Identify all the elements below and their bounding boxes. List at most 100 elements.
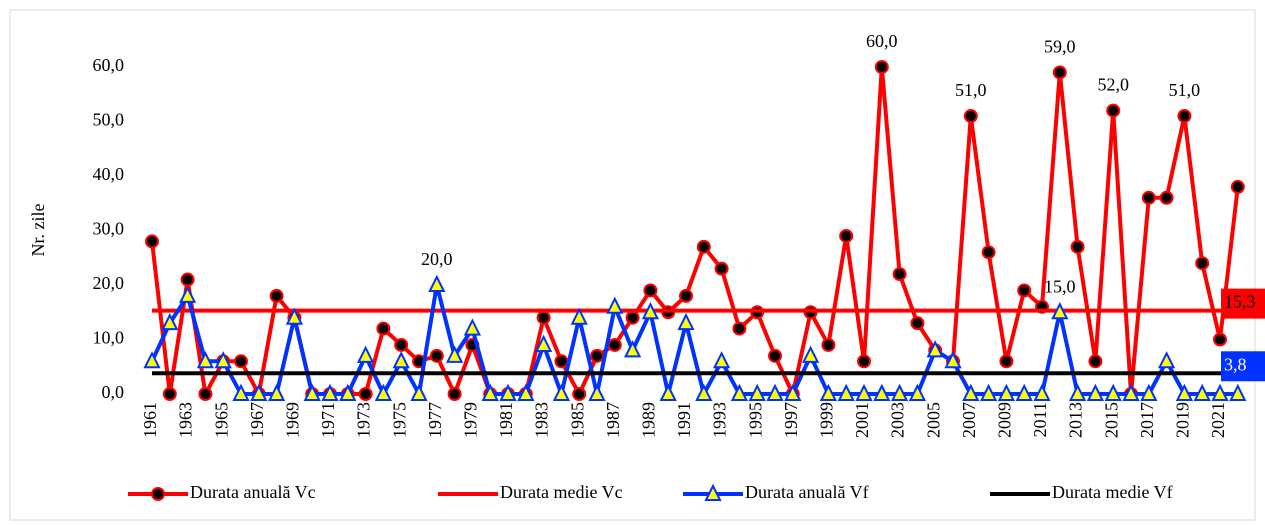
data-point: [908, 383, 927, 401]
x-tick-label: 1963: [176, 402, 196, 438]
data-point: [821, 337, 836, 352]
data-point: [552, 383, 571, 401]
data-point: [1177, 109, 1192, 124]
data-point: [572, 387, 587, 401]
data-point: [999, 354, 1014, 369]
data-point: [839, 228, 854, 243]
legend-item: Durata anuală Vc: [128, 482, 316, 502]
x-tick-label: 1979: [461, 402, 481, 438]
mean-label: 3,8: [1224, 354, 1247, 374]
data-point: [1141, 190, 1156, 205]
x-tick-label: 2005: [923, 402, 943, 438]
data-label: 51,0: [955, 80, 987, 100]
y-tick-label: 0,0: [102, 382, 125, 402]
x-tick-label: 1995: [745, 402, 765, 438]
legend-label: Durata medie Vc: [500, 482, 623, 502]
data-point: [410, 383, 428, 401]
data-point: [874, 60, 889, 74]
data-point: [445, 345, 464, 363]
x-tick-label: 1997: [781, 402, 801, 438]
x-tick-label: 2019: [1173, 402, 1193, 438]
data-point: [641, 302, 660, 320]
legend-label: Durata anuală Vc: [190, 482, 316, 502]
data-point: [732, 321, 747, 336]
legend-marker: [151, 487, 165, 501]
x-tick-label: 1999: [817, 402, 837, 438]
data-point: [303, 383, 321, 401]
data-label: 15,0: [1044, 276, 1076, 296]
data-point: [910, 316, 925, 331]
data-point: [321, 383, 339, 401]
data-point: [625, 310, 640, 325]
data-point: [339, 383, 357, 401]
data-point: [1015, 383, 1033, 401]
y-tick-label: 40,0: [93, 164, 125, 184]
data-point: [214, 351, 232, 369]
x-tick-label: 2013: [1066, 402, 1086, 438]
data-point: [1157, 351, 1176, 369]
data-point: [250, 383, 268, 401]
data-point: [374, 383, 393, 401]
x-tick-label: 1993: [710, 402, 730, 438]
data-point: [196, 351, 215, 369]
data-point: [623, 340, 642, 358]
mean-label: 15,3: [1224, 292, 1256, 312]
data-point: [1068, 383, 1087, 401]
data-point: [588, 383, 606, 401]
x-tick-label: 2007: [959, 402, 979, 438]
legend-item: Durata anuală Vf: [683, 482, 869, 502]
data-point: [784, 383, 802, 401]
data-point: [1229, 383, 1247, 401]
data-point: [463, 318, 482, 336]
legend-label: Durata medie Vf: [1052, 482, 1173, 502]
data-point: [358, 387, 373, 401]
data-point: [178, 285, 197, 303]
data-point: [392, 351, 410, 369]
data-point: [926, 340, 944, 358]
x-tick-label: 1991: [674, 402, 694, 438]
data-point: [180, 272, 195, 287]
data-point: [428, 274, 446, 292]
data-point: [1052, 65, 1067, 80]
data-point: [232, 383, 250, 401]
x-tick-label: 1965: [211, 402, 231, 438]
data-label: 52,0: [1097, 75, 1129, 95]
data-point: [590, 348, 604, 363]
x-tick-label: 2009: [995, 402, 1015, 438]
data-point: [143, 351, 161, 369]
x-tick-label: 1975: [389, 402, 409, 438]
data-point: [712, 351, 731, 369]
data-point: [677, 312, 695, 331]
x-tick-label: 1981: [496, 402, 516, 438]
y-tick-label: 50,0: [93, 110, 125, 130]
data-point: [873, 383, 891, 401]
data-point: [819, 383, 838, 401]
data-point: [1088, 354, 1103, 369]
data-point: [554, 354, 569, 369]
data-point: [429, 348, 444, 363]
x-tick-label: 1985: [567, 402, 587, 438]
data-point: [963, 109, 978, 124]
x-tick-label: 1973: [354, 402, 374, 438]
data-point: [801, 345, 820, 363]
data-point: [1106, 103, 1121, 118]
x-tick-label: 1969: [283, 402, 303, 438]
x-tick-label: 1971: [318, 402, 338, 438]
legend-item: Durata medie Vc: [438, 482, 623, 502]
data-point: [944, 351, 962, 369]
data-point: [145, 234, 159, 249]
data-point: [890, 383, 909, 401]
data-point: [481, 383, 499, 401]
data-point: [356, 345, 375, 363]
data-point: [696, 239, 711, 254]
data-label: 60,0: [866, 31, 898, 51]
mean-label-box: [1221, 351, 1265, 382]
data-point: [376, 321, 391, 336]
data-point: [1230, 179, 1245, 194]
data-point: [1195, 256, 1210, 271]
data-point: [730, 383, 749, 401]
x-tick-label: 2017: [1137, 402, 1157, 438]
data-point: [536, 310, 551, 325]
data-point: [1159, 190, 1174, 205]
